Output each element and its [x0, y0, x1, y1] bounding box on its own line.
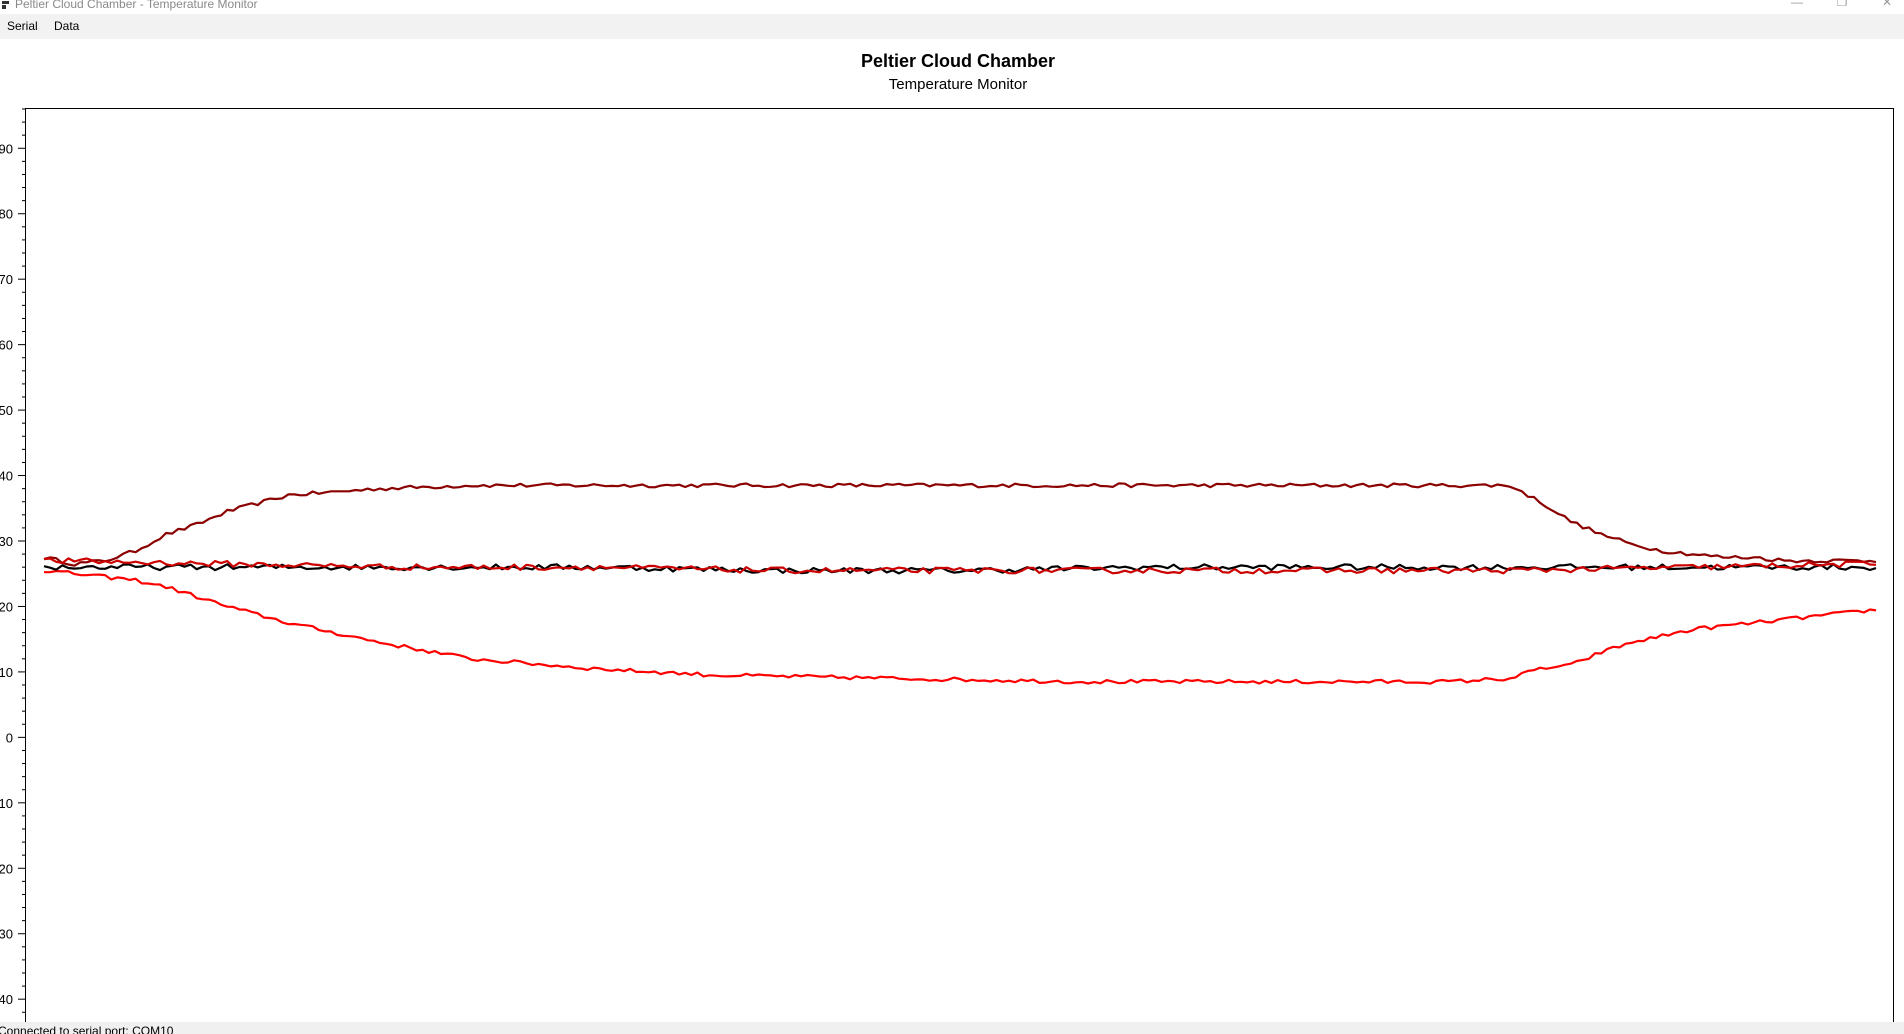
window-title: Peltier Cloud Chamber - Temperature Moni… [15, 0, 258, 11]
series-group [43, 482, 1877, 685]
plot-area-frame [25, 108, 1894, 1022]
y-tick-label: 60 [0, 338, 13, 353]
y-tick-label: 10 [0, 796, 13, 811]
series-line-4 [43, 557, 1877, 575]
y-tick-label: 40 [0, 469, 13, 484]
y-tick-label: 0 [6, 730, 13, 745]
temperature-chart: Peltier Cloud Chamber Temperature Monito… [0, 51, 1894, 1022]
chart-subtitle: Temperature Monitor [889, 76, 1027, 93]
y-tick-label: 70 [0, 272, 13, 287]
restore-button[interactable]: ❐ [1836, 0, 1848, 9]
y-tick-label: 20 [0, 861, 13, 876]
menu-serial[interactable]: Serial [7, 19, 38, 33]
status-bar: Connected to serial port: COM10 [0, 1022, 1904, 1034]
series-line-1 [43, 482, 1877, 567]
status-text: Connected to serial port: COM10 [0, 1024, 174, 1034]
series-line-2 [44, 569, 1877, 685]
y-tick-label: 50 [0, 403, 13, 418]
y-tick-label: 80 [0, 207, 13, 222]
close-button[interactable]: ✕ [1881, 0, 1893, 9]
y-tick-label: 40 [0, 992, 13, 1007]
menu-bar: Serial Data [0, 14, 1904, 39]
y-tick-label: 20 [0, 599, 13, 614]
minimize-button[interactable]: — [1791, 0, 1803, 9]
chart-title: Peltier Cloud Chamber [861, 51, 1055, 71]
menu-data[interactable]: Data [54, 19, 80, 33]
y-tick-label: 30 [0, 927, 13, 942]
series-line-3 [43, 563, 1877, 575]
y-axis: 90 80 70 60 50 40 30 20 10 0 10 20 30 40 [0, 108, 26, 1013]
title-bar: Peltier Cloud Chamber - Temperature Moni… [0, 0, 1904, 14]
y-tick-label: 10 [0, 665, 13, 680]
app-icon [2, 1, 9, 9]
y-tick-label: 90 [0, 141, 13, 156]
y-tick-label: 30 [0, 534, 13, 549]
